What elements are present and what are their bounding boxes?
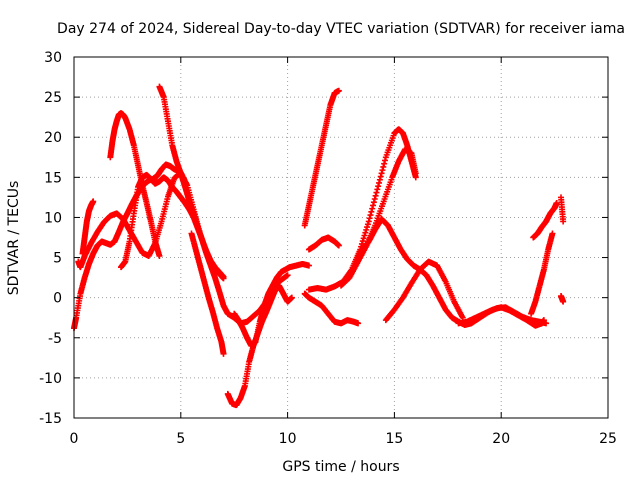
data-markers: [71, 83, 567, 409]
y-tick-label: 25: [44, 90, 62, 106]
y-tick-label: -10: [39, 371, 62, 387]
marker-trace: [188, 230, 227, 357]
y-tick-label: -5: [48, 331, 62, 347]
x-tick-label: 20: [492, 431, 510, 447]
y-tick-label: 30: [44, 50, 62, 66]
marker-trace: [558, 293, 567, 305]
marker-trace: [558, 194, 567, 225]
marker-trace: [224, 282, 295, 409]
series-arc18: [528, 230, 556, 317]
series-arc7: [188, 230, 227, 357]
marker-trace: [305, 234, 342, 253]
marker-trace: [359, 216, 550, 328]
marker-trace: [301, 87, 342, 229]
y-tick-label: 0: [53, 291, 62, 307]
marker-trace: [455, 304, 547, 329]
x-axis-label: GPS time / hours: [282, 459, 399, 475]
x-tick-label: 15: [385, 431, 403, 447]
y-tick-label: 20: [44, 130, 62, 146]
series-arc3: [79, 198, 97, 257]
series-arc20: [558, 194, 567, 225]
marker-trace: [530, 200, 560, 241]
x-tick-label: 5: [176, 431, 185, 447]
plot-frame: [73, 56, 609, 419]
marker-trace: [382, 258, 466, 324]
marker-trace: [528, 230, 556, 317]
series-arc16: [359, 216, 550, 328]
x-tick-label: 25: [599, 431, 617, 447]
series-arc15: [382, 258, 466, 324]
marker-trace: [79, 198, 97, 257]
marker-trace: [301, 290, 362, 327]
series-arc11: [301, 290, 362, 327]
series-arc12: [305, 234, 342, 253]
x-tick-label: 0: [70, 431, 79, 447]
marker-trace: [107, 110, 163, 259]
series-arc19: [530, 200, 560, 241]
y-tick-label: -15: [39, 411, 62, 427]
series-arc9: [231, 260, 312, 349]
series-arc10: [301, 87, 342, 229]
marker-trace: [231, 260, 312, 349]
axis-ticks: 0 5 10 15 20 25 -15 -10 -5 0 5 10 15 20 25 30: [39, 50, 617, 447]
series-arc21: [558, 293, 567, 305]
x-tick-label: 10: [279, 431, 297, 447]
series-arc17: [455, 304, 547, 329]
chart-title: Day 274 of 2024, Sidereal Day-to-day VTE…: [57, 21, 625, 37]
y-tick-label: 5: [53, 251, 62, 267]
y-axis-label: SDTVAR / TECUs: [6, 181, 22, 296]
y-tick-label: 10: [44, 210, 62, 226]
series-arc4: [107, 110, 163, 259]
y-tick-label: 15: [44, 170, 62, 186]
series-arc8: [224, 282, 295, 409]
